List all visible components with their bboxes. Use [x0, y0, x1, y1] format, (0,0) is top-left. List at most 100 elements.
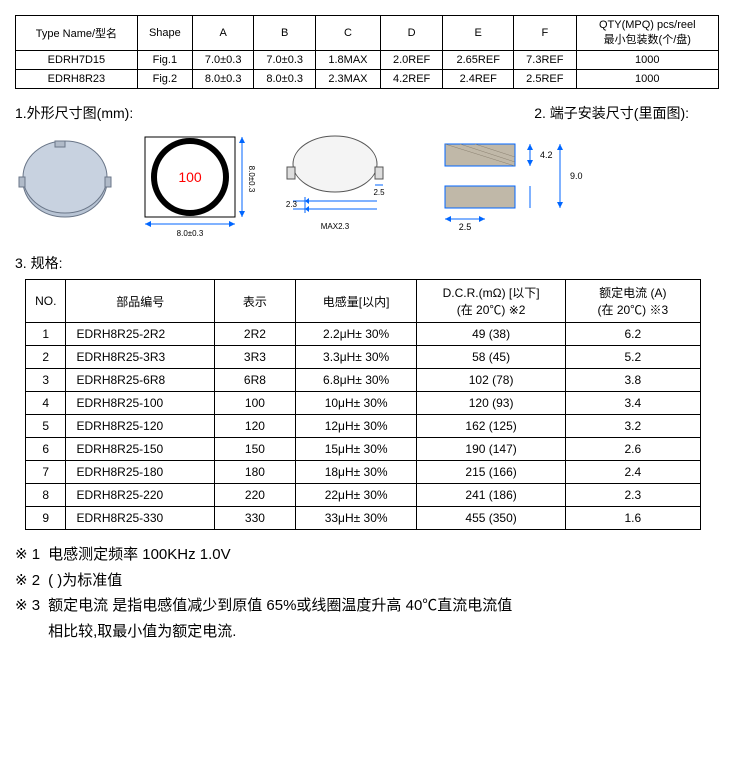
table-cell: 1000 — [576, 51, 718, 70]
table-cell: 2.0REF — [380, 51, 442, 70]
table-cell: 33μH± 30% — [295, 507, 416, 530]
note3-mark: ※ 3 — [15, 593, 40, 619]
dim-th: MAX2.3 — [321, 222, 350, 231]
drawing-pad-icon: 2.5 4.2 9.0 — [425, 134, 595, 234]
table-cell: 120 — [214, 415, 295, 438]
table-cell: 215 (166) — [417, 461, 565, 484]
table-cell: 5.2 — [565, 346, 700, 369]
table-cell: 49 (38) — [417, 323, 565, 346]
drawing-top-icon: 100 8.0±0.3 8.0±0.3 — [135, 129, 255, 239]
table-cell: 10μH± 30% — [295, 392, 416, 415]
table-cell: 8 — [26, 484, 66, 507]
table-cell: EDRH8R23 — [16, 70, 138, 89]
table-cell: EDRH8R25-220 — [66, 484, 214, 507]
table-cell: 162 (125) — [417, 415, 565, 438]
table-cell: 2.6 — [565, 438, 700, 461]
dimension-table: Type Name/型名 Shape A B C D E F QTY(MPQ) … — [15, 15, 719, 89]
drawing-side-icon: 2.3 MAX2.3 2.5 — [275, 129, 405, 239]
table-cell: 100 — [214, 392, 295, 415]
table-cell: 3.8 — [565, 369, 700, 392]
note3-text2: 相比较,取最小值为额定电流. — [48, 619, 236, 645]
pad-total: 9.0 — [570, 171, 583, 181]
t1-h7: F — [514, 16, 576, 51]
spec-table: NO. 部品编号 表示 电感量[以内] D.C.R.(mΩ) [以下] (在 2… — [25, 279, 701, 530]
table-cell: 58 (45) — [417, 346, 565, 369]
table-cell: 1 — [26, 323, 66, 346]
table-cell: 190 (147) — [417, 438, 565, 461]
table-cell: 1.6 — [565, 507, 700, 530]
pad-h: 4.2 — [540, 150, 553, 160]
table-cell: 9 — [26, 507, 66, 530]
table-cell: 1.8MAX — [315, 51, 380, 70]
table-cell: 7.0±0.3 — [192, 51, 254, 70]
note3-text1: 额定电流 是指电感值减少到原值 65%或线圈温度升高 40℃直流电流值 — [48, 593, 512, 619]
sp-h1: 部品编号 — [66, 280, 214, 323]
table-cell: 6 — [26, 438, 66, 461]
table-cell: 4.2REF — [380, 70, 442, 89]
table-cell: 22μH± 30% — [295, 484, 416, 507]
dim-100: 100 — [178, 169, 202, 185]
table-cell: 2.65REF — [443, 51, 514, 70]
table-cell: 3.2 — [565, 415, 700, 438]
table-cell: 7 — [26, 461, 66, 484]
table-cell: 330 — [214, 507, 295, 530]
table-cell: 2.4 — [565, 461, 700, 484]
table-cell: 4 — [26, 392, 66, 415]
table-cell: 2.5REF — [514, 70, 576, 89]
table-cell: EDRH8R25-150 — [66, 438, 214, 461]
table-cell: 2.3 — [565, 484, 700, 507]
table-cell: 15μH± 30% — [295, 438, 416, 461]
table-cell: EDRH8R25-6R8 — [66, 369, 214, 392]
table-cell: 3.3μH± 30% — [295, 346, 416, 369]
table-cell: 102 (78) — [417, 369, 565, 392]
table-cell: 455 (350) — [417, 507, 565, 530]
table-cell: 6.2 — [565, 323, 700, 346]
table-cell: 8.0±0.3 — [192, 70, 254, 89]
sp-h0: NO. — [26, 280, 66, 323]
pad-w: 2.5 — [459, 222, 472, 232]
table-cell: 7.3REF — [514, 51, 576, 70]
table-cell: 180 — [214, 461, 295, 484]
table-cell: 3 — [26, 369, 66, 392]
table-cell: Fig.1 — [137, 51, 192, 70]
table-cell: 2 — [26, 346, 66, 369]
table-cell: 8.0±0.3 — [254, 70, 316, 89]
table-cell: 6.8μH± 30% — [295, 369, 416, 392]
table-cell: 3.4 — [565, 392, 700, 415]
t1-h0: Type Name/型名 — [16, 16, 138, 51]
table-cell: 2R2 — [214, 323, 295, 346]
note1-text: 电感测定频率 100KHz 1.0V — [48, 542, 231, 568]
t1-h3: B — [254, 16, 316, 51]
table-cell: 150 — [214, 438, 295, 461]
sp-h3: 电感量[以内] — [295, 280, 416, 323]
dim-tab: 2.3 — [286, 200, 298, 209]
table-cell: EDRH8R25-100 — [66, 392, 214, 415]
dim-w: 8.0±0.3 — [177, 229, 204, 238]
drawings-row: 100 8.0±0.3 8.0±0.3 2.3 MAX2.3 2.5 — [15, 129, 719, 239]
table-cell: 3R3 — [214, 346, 295, 369]
table-cell: EDRH8R25-180 — [66, 461, 214, 484]
sp-h2: 表示 — [214, 280, 295, 323]
sp-h5: 额定电流 (A) (在 20℃) ※3 — [565, 280, 700, 323]
table-cell: 6R8 — [214, 369, 295, 392]
t1-h8: QTY(MPQ) pcs/reel 最小包装数(个/盘) — [576, 16, 718, 51]
t1-h1: Shape — [137, 16, 192, 51]
table-cell: 18μH± 30% — [295, 461, 416, 484]
table-cell: EDRH8R25-120 — [66, 415, 214, 438]
note1-mark: ※ 1 — [15, 542, 40, 568]
section2-title: 2. 端子安装尺寸(里面图): — [534, 103, 689, 123]
table-cell: 241 (186) — [417, 484, 565, 507]
table-cell: EDRH8R25-2R2 — [66, 323, 214, 346]
note2-text: ( )为标准值 — [48, 568, 122, 594]
table-cell: EDRH7D15 — [16, 51, 138, 70]
table-cell: 12μH± 30% — [295, 415, 416, 438]
table-cell: EDRH8R25-3R3 — [66, 346, 214, 369]
drawing-3d-icon — [15, 139, 115, 229]
table-cell: 2.2μH± 30% — [295, 323, 416, 346]
t1-h6: E — [443, 16, 514, 51]
sp-h4: D.C.R.(mΩ) [以下] (在 20℃) ※2 — [417, 280, 565, 323]
section1-title: 1.外形尺寸图(mm): — [15, 103, 133, 123]
section3-title: 3. 规格: — [15, 253, 719, 273]
t1-h2: A — [192, 16, 254, 51]
table-cell: 7.0±0.3 — [254, 51, 316, 70]
